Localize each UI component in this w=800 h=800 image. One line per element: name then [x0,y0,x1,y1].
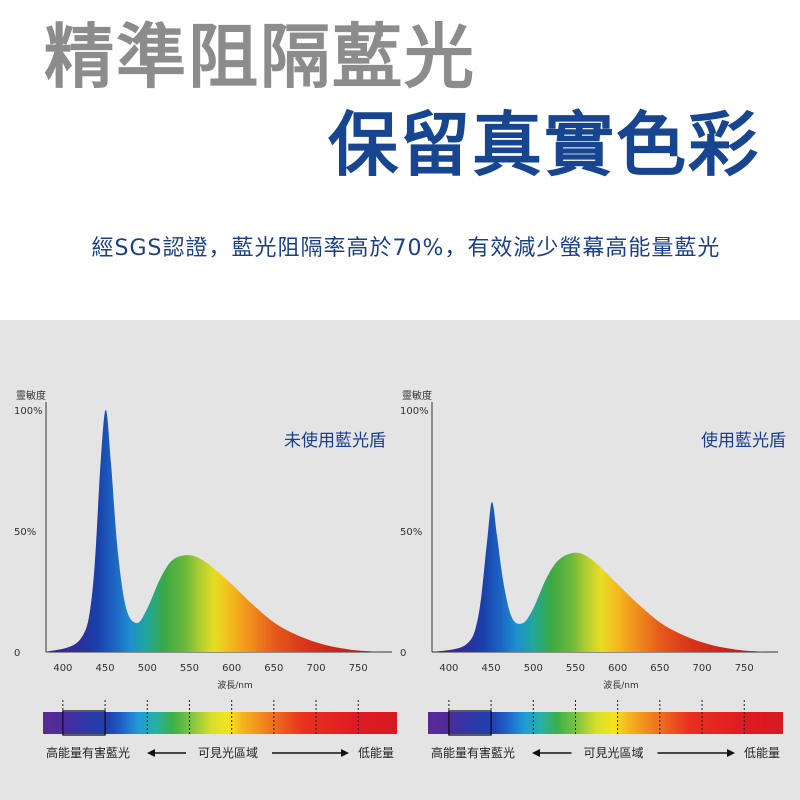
arrow-left-icon [147,749,155,757]
headline-keep-true-color: 保留真實色彩 [328,104,760,186]
legend-right-label: 低能量 [358,746,394,760]
legend-left-label: 高能量有害藍光 [431,745,515,760]
spectrum-chart-1: 靈敏度 100% 50% 0 400 450 500 550 600 650 700 750 波長/nm… [14,389,397,760]
x-tick-label: 750 [735,663,754,674]
chart-title: 使用藍光盾 [701,430,786,451]
y-tick-label: 100% [14,406,43,417]
legend-right-label: 低能量 [744,746,780,760]
x-tick-label: 400 [439,663,458,674]
harmful-blue-light-box [448,710,492,736]
arrow-right-icon [341,749,349,757]
x-tick-label: 600 [608,663,627,674]
y-tick-label: 50% [14,527,36,538]
arrow-right-icon [727,749,735,757]
x-axis-label: 波長/nm [603,679,639,691]
x-tick-label: 700 [307,663,326,674]
x-tick-label: 450 [482,663,501,674]
sensitivity-area [432,501,770,652]
y-axis-label: 靈敏度 [402,389,432,402]
x-tick-label: 500 [138,663,157,674]
x-tick-label: 450 [96,663,115,674]
arrow-left-icon [532,749,540,757]
legend-center-label: 可見光區域 [583,746,643,760]
visible-light-spectrum-bar [43,712,397,734]
legend-center-label: 可見光區域 [198,746,258,760]
x-tick-label: 550 [566,663,585,674]
visible-light-spectrum-bar [428,712,783,734]
sgs-certification-text: 經SGS認證，藍光阻隔率高於70%，有效減少螢幕高能量藍光 [91,236,721,261]
y-tick-label: 100% [400,406,429,417]
chart-title: 未使用藍光盾 [284,430,386,451]
y-tick-label: 0 [14,648,20,659]
x-tick-label: 550 [180,663,199,674]
x-tick-label: 700 [693,663,712,674]
y-tick-label: 50% [400,527,422,538]
x-axis-label: 波長/nm [217,679,253,691]
x-tick-label: 650 [650,663,669,674]
x-tick-label: 600 [222,663,241,674]
y-tick-label: 0 [400,648,406,659]
spectrum-chart-2: 靈敏度 100% 50% 0 400 450 500 550 600 650 700 750 波長/nm… [400,389,786,760]
sensitivity-area [46,409,384,652]
headline-block-blue-light: 精準阻隔藍光 [44,16,476,98]
harmful-blue-light-box [62,710,106,736]
x-tick-label: 750 [349,663,368,674]
x-tick-label: 650 [264,663,283,674]
x-tick-label: 400 [53,663,72,674]
x-tick-label: 500 [524,663,543,674]
y-axis-label: 靈敏度 [16,389,46,402]
hero-section: 精準阻隔藍光 保留真實色彩 經SGS認證，藍光阻隔率高於70%，有效減少螢幕高能… [0,0,800,320]
legend-left-label: 高能量有害藍光 [46,745,130,760]
